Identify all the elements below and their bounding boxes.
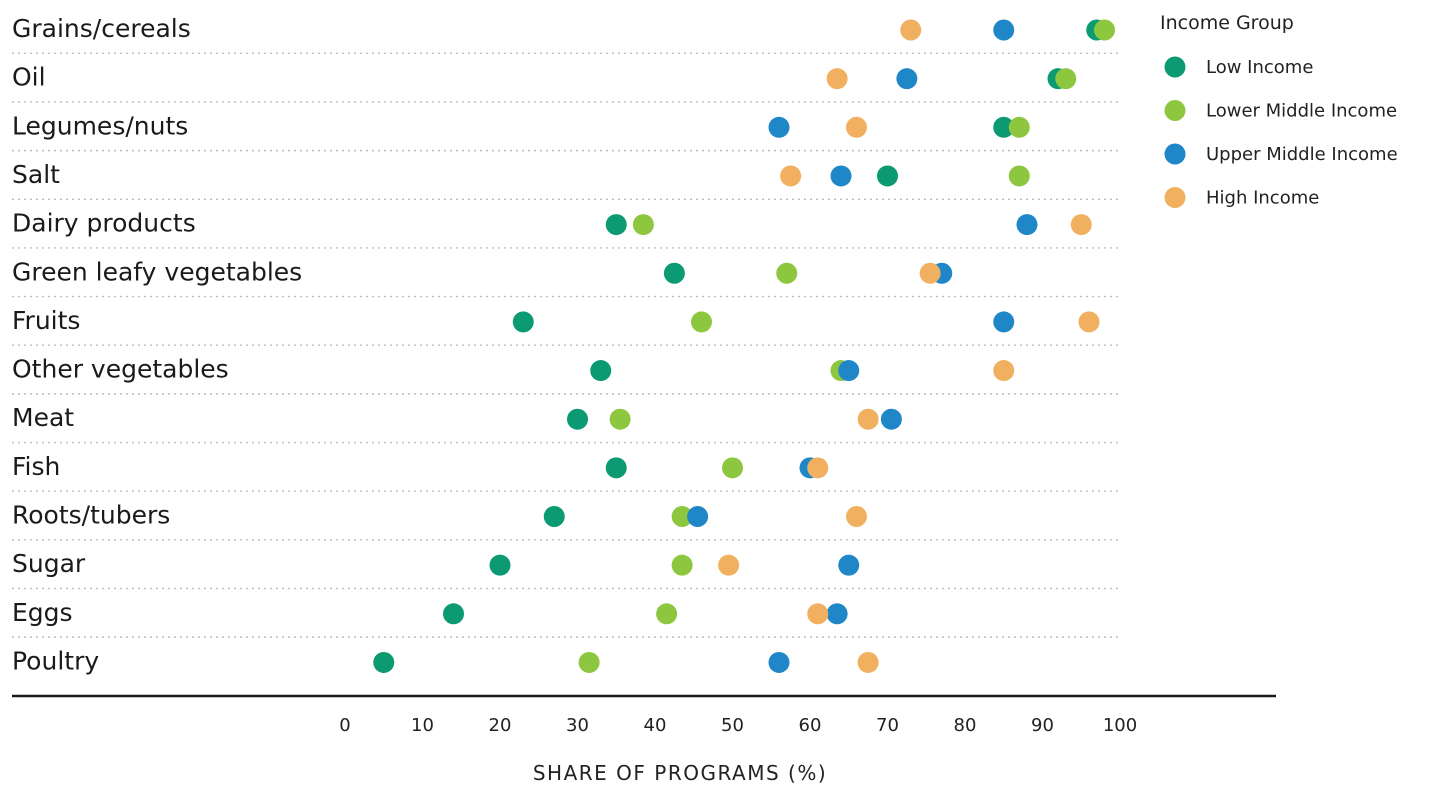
legend-swatch	[1164, 187, 1186, 208]
data-point-high-income	[857, 651, 879, 673]
data-point-lower-middle-income	[609, 408, 631, 430]
data-point-low-income	[489, 554, 511, 576]
data-point-upper-middle-income	[993, 19, 1015, 41]
data-point-high-income	[900, 19, 922, 41]
data-point-lower-middle-income	[722, 457, 743, 479]
data-point-upper-middle-income	[768, 116, 790, 138]
category-label: Salt	[12, 160, 60, 189]
data-point-high-income	[780, 165, 802, 187]
data-point-high-income	[1078, 311, 1100, 333]
category-label: Meat	[12, 403, 74, 432]
category-label: Fish	[12, 452, 60, 481]
data-point-upper-middle-income	[1016, 214, 1038, 236]
data-point-low-income	[663, 262, 685, 284]
data-point-lower-middle-income	[1094, 19, 1115, 41]
category-label: Fruits	[12, 306, 80, 335]
data-point-high-income	[1070, 214, 1092, 236]
x-tick-label: 20	[489, 715, 512, 736]
data-point-lower-middle-income	[776, 262, 798, 284]
data-point-low-income	[373, 651, 395, 673]
category-label: Roots/tubers	[12, 501, 170, 530]
x-tick-label: 80	[954, 715, 977, 736]
data-point-upper-middle-income	[896, 68, 918, 90]
x-tick-label: 60	[799, 715, 822, 736]
x-tick-label: 10	[411, 715, 434, 736]
category-label: Eggs	[12, 598, 73, 627]
x-tick-label: 90	[1031, 715, 1054, 736]
x-tick-label: 50	[721, 715, 744, 736]
data-point-lower-middle-income	[671, 506, 693, 527]
data-point-low-income	[543, 506, 565, 527]
data-point-high-income	[807, 603, 829, 625]
data-point-low-income	[512, 311, 534, 333]
data-point-upper-middle-income	[687, 506, 709, 527]
data-point-high-income	[807, 457, 829, 479]
data-point-lower-middle-income	[632, 214, 654, 236]
data-point-lower-middle-income	[656, 603, 678, 625]
data-point-low-income	[443, 603, 464, 625]
data-point-upper-middle-income	[830, 165, 852, 187]
legend-swatch	[1164, 100, 1186, 121]
data-point-upper-middle-income	[826, 603, 848, 625]
legend-entry-label: Upper Middle Income	[1206, 144, 1398, 165]
data-point-low-income	[993, 116, 1015, 138]
category-label: Poultry	[12, 646, 99, 675]
category-label: Legumes/nuts	[12, 111, 188, 140]
x-tick-label: 40	[644, 715, 667, 736]
data-point-lower-middle-income	[1008, 116, 1030, 138]
data-point-high-income	[718, 554, 740, 576]
legend-entry-label: Lower Middle Income	[1206, 101, 1397, 122]
category-label: Oil	[12, 63, 46, 92]
data-point-high-income	[857, 408, 879, 430]
x-tick-group: 0 10 20 30 40 50 60 70 80 90 100	[339, 715, 1137, 736]
legend-title: Income Group	[1160, 12, 1294, 34]
category-label: Green leafy vegetables	[12, 257, 302, 286]
dot-group	[373, 19, 1115, 673]
data-point-low-income	[605, 457, 627, 479]
data-point-lower-middle-income	[691, 311, 712, 333]
data-point-lower-middle-income	[1055, 68, 1077, 90]
category-label: Sugar	[12, 549, 86, 578]
category-label: Other vegetables	[12, 355, 229, 384]
data-point-low-income	[877, 165, 898, 187]
category-label: Grains/cereals	[12, 14, 191, 43]
data-point-upper-middle-income	[993, 311, 1015, 333]
category-label: Dairy products	[12, 209, 196, 238]
row-group: Grains/cereals Oil Legumes/nuts Salt Dairy p…	[12, 14, 1120, 675]
data-point-upper-middle-income	[838, 554, 860, 576]
data-point-high-income	[993, 360, 1015, 382]
data-point-upper-middle-income	[838, 360, 860, 382]
data-point-low-income	[605, 214, 627, 236]
data-point-lower-middle-income	[578, 651, 600, 673]
x-tick-label: 100	[1103, 715, 1137, 736]
x-tick-label: 30	[566, 715, 589, 736]
data-point-upper-middle-income	[880, 408, 902, 430]
x-axis-title: SHARE OF PROGRAMS (%)	[533, 761, 827, 785]
x-tick-label: 70	[876, 715, 899, 736]
data-point-low-income	[567, 408, 588, 430]
legend-entry-label: High Income	[1206, 188, 1319, 209]
x-tick-label: 0	[339, 715, 350, 736]
data-point-lower-middle-income	[1008, 165, 1030, 187]
data-point-lower-middle-income	[671, 554, 693, 576]
data-point-low-income	[590, 360, 612, 382]
legend-swatch	[1164, 56, 1186, 78]
legend-entry-label: Low Income	[1206, 57, 1313, 78]
legend-swatch	[1164, 143, 1186, 165]
data-point-high-income	[846, 506, 867, 527]
data-point-high-income	[919, 262, 941, 284]
data-point-upper-middle-income	[768, 651, 790, 673]
data-point-high-income	[826, 68, 848, 90]
legend: Income Group Low Income Lower Middle Inco…	[1160, 12, 1398, 209]
data-point-high-income	[846, 116, 867, 138]
